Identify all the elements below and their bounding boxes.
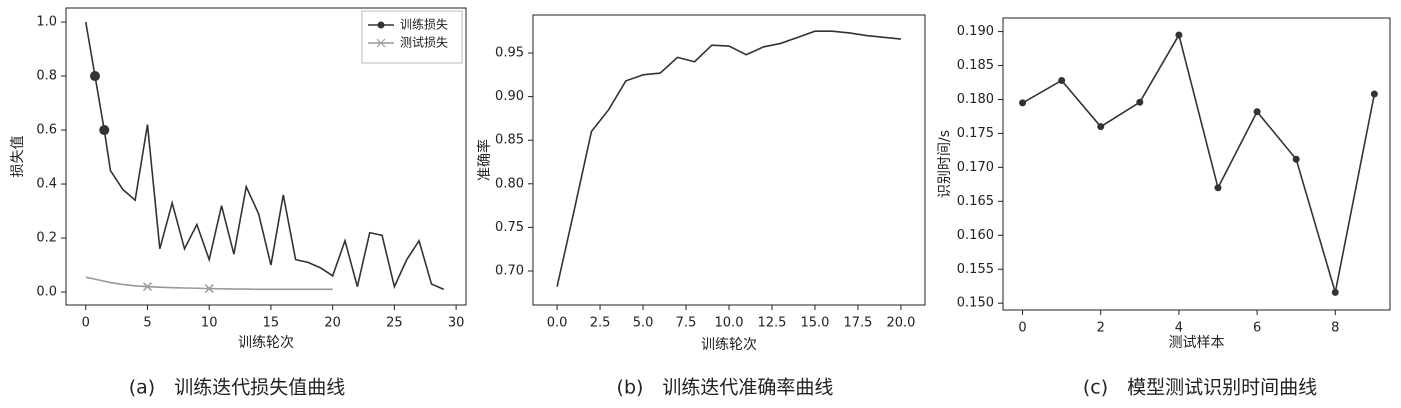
y-tick-label: 0.160 — [957, 228, 994, 243]
series-line — [84, 21, 445, 291]
caption: (b) 训练迭代准确率曲线 — [617, 377, 834, 399]
plot-frame — [65, 7, 467, 306]
point-marker — [142, 282, 153, 292]
y-tick-label: 0.4 — [36, 177, 57, 192]
x-tick-label: 5.0 — [633, 316, 654, 331]
x-tick-label: 10 — [201, 316, 218, 331]
y-tick-label: 0.180 — [957, 92, 994, 107]
x-tick-label: 6 — [1253, 321, 1261, 336]
y-tick-label: 0.80 — [495, 176, 524, 191]
series-line — [556, 30, 902, 287]
legend-marker — [377, 21, 385, 29]
x-axis-label: 训练轮次 — [238, 335, 294, 351]
x-tick-label: 5 — [143, 316, 151, 331]
point-marker — [1058, 76, 1066, 84]
legend-box — [361, 10, 463, 64]
marker-stroke — [142, 282, 153, 292]
x-tick-label: 12.5 — [758, 316, 787, 331]
y-tick-label: 0.90 — [495, 89, 524, 104]
point-marker — [1292, 155, 1300, 163]
caption: (c) 模型测试识别时间曲线 — [1083, 377, 1317, 399]
point-marker — [204, 283, 214, 294]
y-tick-label: 0.170 — [957, 160, 994, 175]
x-tick-label: 4 — [1175, 321, 1183, 336]
plot-frame — [532, 14, 926, 306]
y-tick-label: 0.175 — [957, 126, 994, 141]
point-marker — [99, 125, 110, 136]
y-tick-label: 0.185 — [957, 58, 994, 73]
y-axis-label: 准确率 — [476, 139, 493, 181]
point-marker — [1370, 90, 1378, 98]
caption: (a) 训练迭代损失值曲线 — [129, 377, 345, 399]
x-tick-label: 0 — [1018, 321, 1026, 336]
y-tick-label: 0.75 — [495, 220, 524, 235]
x-tick-label: 2 — [1097, 321, 1105, 336]
x-tick-label: 30 — [448, 316, 465, 331]
x-tick-label: 15.0 — [800, 316, 829, 331]
legend-marker — [376, 38, 386, 48]
y-tick-label: 0.95 — [495, 46, 524, 61]
point-marker — [90, 71, 101, 82]
y-tick-label: 0.155 — [957, 262, 994, 277]
x-axis-label: 测试样本 — [1169, 335, 1225, 351]
plot-frame — [1002, 17, 1391, 311]
point-marker — [1214, 184, 1222, 192]
y-tick-label: 1.0 — [36, 15, 57, 30]
x-tick-label: 2.5 — [590, 316, 611, 331]
y-tick-label: 0.0 — [36, 285, 57, 300]
marker-stroke — [204, 283, 214, 294]
y-axis-label: 识别时间/s — [937, 130, 953, 198]
point-marker — [1253, 108, 1261, 116]
y-tick-label: 0.70 — [495, 263, 524, 278]
x-tick-label: 20 — [324, 316, 341, 331]
y-tick-label: 0.2 — [36, 231, 57, 246]
y-tick-label: 0.150 — [957, 296, 994, 311]
y-tick-label: 0.165 — [957, 194, 994, 209]
series-line — [1022, 32, 1376, 293]
point-marker — [1175, 31, 1183, 39]
y-axis-label: 损失值 — [10, 136, 26, 178]
legend-label: 测试损失 — [400, 35, 448, 50]
y-tick-label: 0.85 — [495, 133, 524, 148]
x-tick-label: 10.0 — [715, 316, 744, 331]
x-tick-label: 7.5 — [676, 316, 697, 331]
y-tick-label: 0.190 — [957, 24, 994, 39]
point-marker — [1331, 288, 1339, 296]
x-tick-label: 25 — [386, 316, 403, 331]
x-tick-label: 20.0 — [886, 316, 915, 331]
x-axis-label: 训练轮次 — [701, 337, 757, 353]
x-tick-label: 8 — [1331, 321, 1339, 336]
point-marker — [1136, 98, 1144, 106]
x-tick-label: 15 — [263, 316, 280, 331]
x-tick-label: 17.5 — [843, 316, 872, 331]
point-marker — [1019, 99, 1027, 107]
x-tick-label: 0.0 — [547, 316, 568, 331]
legend-label: 训练损失 — [400, 17, 448, 32]
point-marker — [1097, 123, 1105, 131]
y-tick-label: 0.8 — [36, 69, 57, 84]
x-tick-label: 0 — [82, 316, 90, 331]
y-tick-label: 0.6 — [36, 123, 57, 138]
